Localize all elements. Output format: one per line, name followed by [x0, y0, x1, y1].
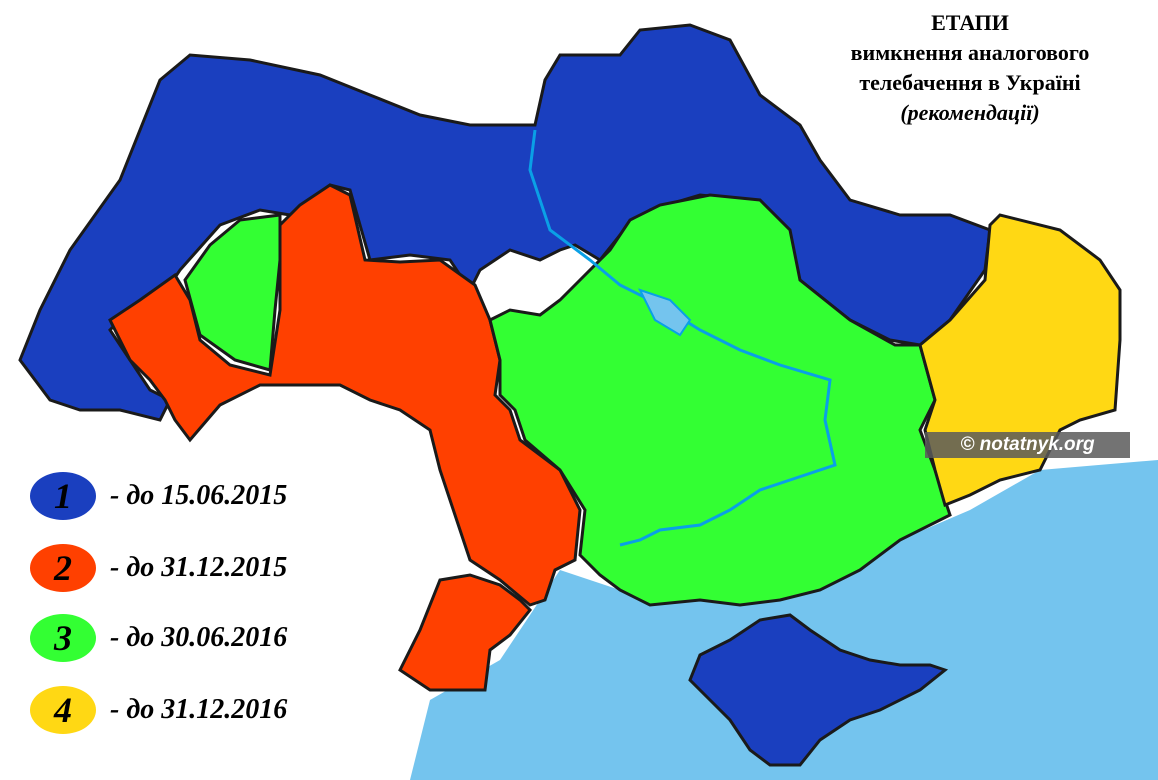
title-line-1: ЕТАПИ — [931, 10, 1009, 35]
legend-number-1: 1 — [54, 476, 72, 516]
title-line-2: вимкнення аналогового — [850, 40, 1090, 65]
legend-swatch-2 — [30, 544, 96, 592]
legend-swatch-4 — [30, 686, 96, 734]
legend-item-3: 3 - до 30.06.2016 — [30, 614, 390, 664]
legend-number-2: 2 — [54, 548, 72, 588]
map-title: ЕТАПИ вимкнення аналогового телебачення … — [780, 8, 1158, 128]
region-stage2-west — [108, 183, 582, 607]
legend-swatch-1 — [30, 472, 96, 520]
title-line-4: (рекомендації) — [900, 100, 1040, 125]
region-stage3-west — [183, 213, 282, 372]
region-stage2-odesa-south — [398, 573, 533, 692]
region-stage1-crimea — [688, 613, 949, 767]
reservoir — [638, 288, 692, 337]
legend-item-1: 1 - до 15.06.2015 — [30, 472, 390, 522]
legend-number-3: 3 — [54, 618, 72, 658]
legend-item-4: 4 - до 31.12.2016 — [30, 686, 390, 736]
watermark: © notatnyk.org — [925, 432, 1130, 458]
dnipro-river — [528, 129, 837, 547]
legend-number-4: 4 — [54, 690, 72, 730]
legend-swatch-3 — [30, 614, 96, 662]
title-line-3: телебачення в Україні — [859, 70, 1081, 95]
legend-date-1: - до 15.06.2015 — [110, 480, 288, 511]
legend-date-4: - до 31.12.2016 — [110, 694, 288, 725]
legend-date-2: - до 31.12.2015 — [110, 552, 288, 583]
legend-date-3: - до 30.06.2016 — [110, 622, 288, 653]
legend-item-2: 2 - до 31.12.2015 — [30, 544, 390, 594]
